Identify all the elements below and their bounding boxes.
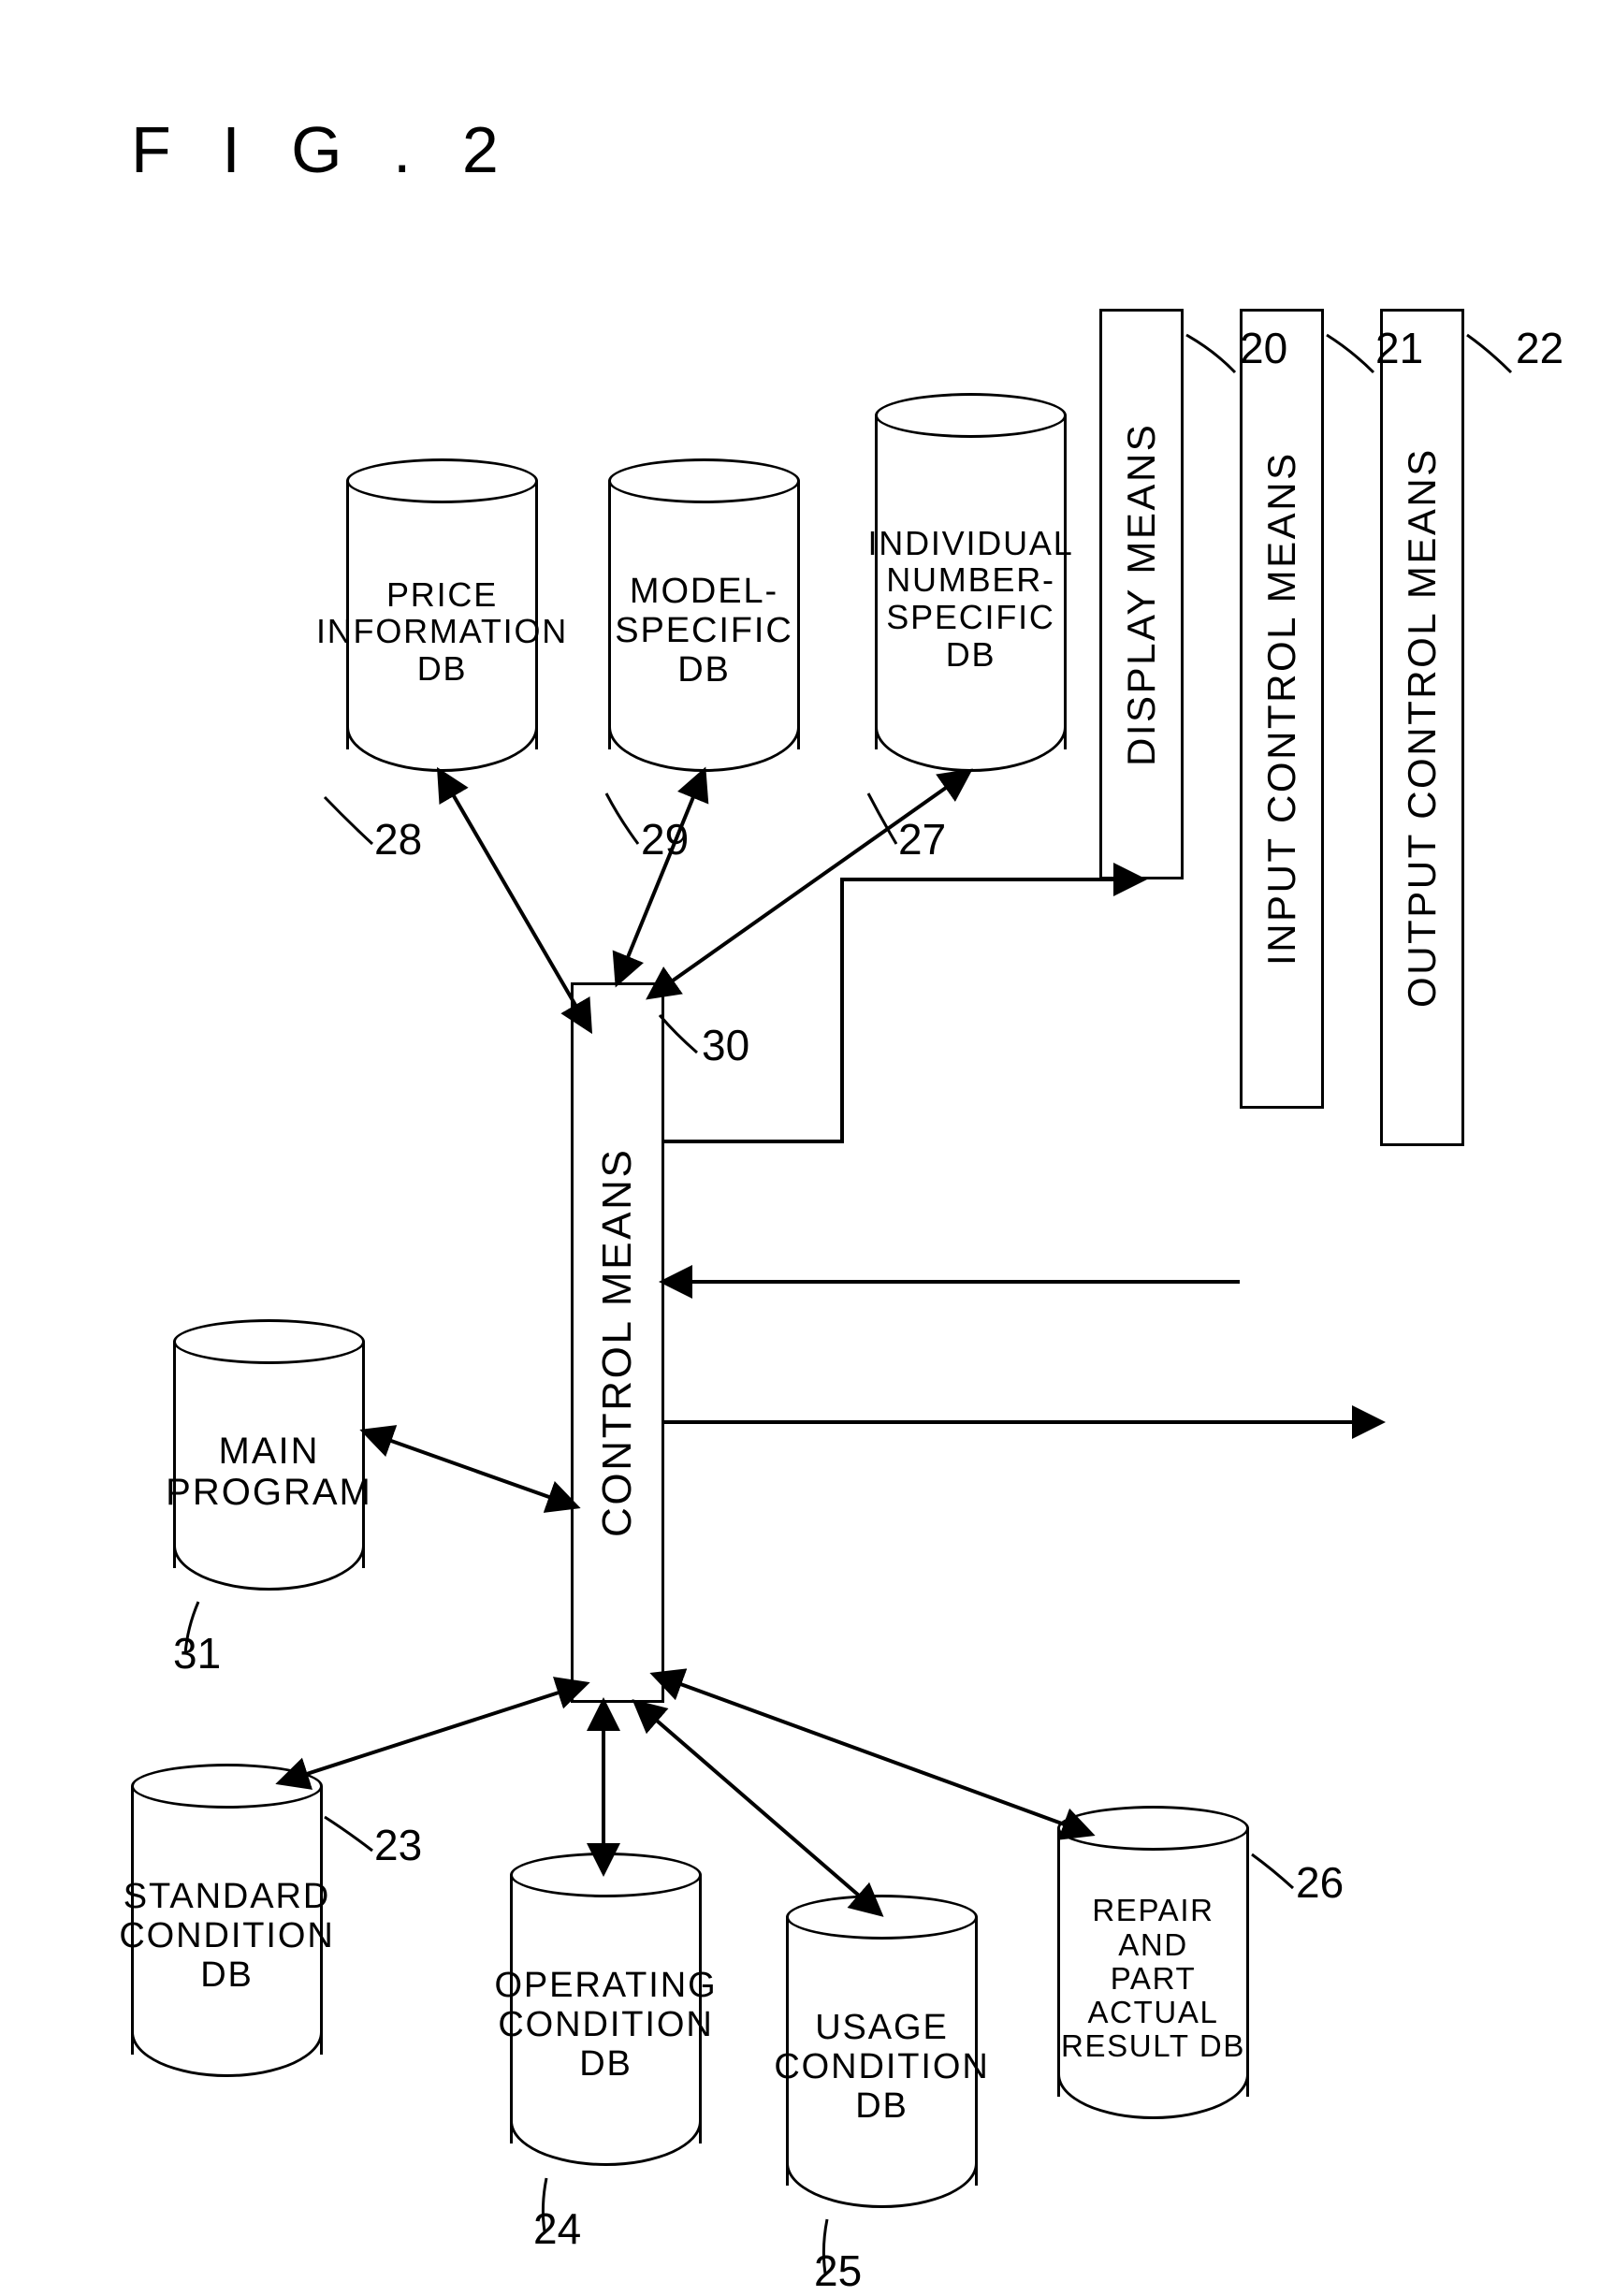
ref-30: 30 xyxy=(702,1020,749,1070)
individual-number-specific-db-label: INDIVIDUAL NUMBER- SPECIFIC DB xyxy=(867,525,1073,673)
output-control-means-box: OUTPUT CONTROL MEANS xyxy=(1380,309,1464,1146)
model-specific-db-label: MODEL- SPECIFIC DB xyxy=(615,573,792,690)
operating-condition-db-label: OPERATING CONDITION DB xyxy=(494,1967,717,2084)
ref-27: 27 xyxy=(898,814,946,865)
ref-31: 31 xyxy=(173,1628,221,1678)
price-information-db: PRICE INFORMATION DB xyxy=(346,458,538,772)
usage-condition-db-label: USAGE CONDITION DB xyxy=(774,2009,989,2126)
ref-24: 24 xyxy=(533,2203,581,2254)
repair-part-actual-result-db: REPAIR AND PART ACTUAL RESULT DB xyxy=(1057,1806,1249,2119)
repair-part-actual-result-db-label: REPAIR AND PART ACTUAL RESULT DB xyxy=(1057,1894,1249,2063)
display-means-box: DISPLAY MEANS xyxy=(1099,309,1184,879)
diagram-canvas: F I G . 2 CONTROL MEANS DISPLAY MEANS IN… xyxy=(0,0,1599,2285)
main-program-label: MAIN PROGRAM xyxy=(166,1431,372,1513)
ref-25: 25 xyxy=(814,2245,862,2296)
individual-number-specific-db: INDIVIDUAL NUMBER- SPECIFIC DB xyxy=(875,393,1067,772)
ref-28: 28 xyxy=(374,814,422,865)
operating-condition-db: OPERATING CONDITION DB xyxy=(510,1853,702,2166)
display-means-label: DISPLAY MEANS xyxy=(1119,422,1164,765)
ref-29: 29 xyxy=(641,814,689,865)
main-program: MAIN PROGRAM xyxy=(173,1319,365,1591)
output-control-means-label: OUTPUT CONTROL MEANS xyxy=(1400,447,1445,1008)
ref-23: 23 xyxy=(374,1820,422,1870)
standard-condition-db-label: STANDARD CONDITION DB xyxy=(119,1878,334,1995)
ref-21: 21 xyxy=(1375,323,1423,373)
standard-condition-db: STANDARD CONDITION DB xyxy=(131,1764,323,2077)
ref-20: 20 xyxy=(1240,323,1287,373)
model-specific-db: MODEL- SPECIFIC DB xyxy=(608,458,800,772)
control-means-box: CONTROL MEANS xyxy=(571,982,664,1703)
ref-22: 22 xyxy=(1516,323,1563,373)
ref-26: 26 xyxy=(1296,1857,1344,1908)
control-means-label: CONTROL MEANS xyxy=(594,1148,641,1538)
input-control-means-box: INPUT CONTROL MEANS xyxy=(1240,309,1324,1109)
figure-title: F I G . 2 xyxy=(131,112,515,187)
input-control-means-label: INPUT CONTROL MEANS xyxy=(1259,452,1304,966)
price-information-db-label: PRICE INFORMATION DB xyxy=(316,576,568,688)
usage-condition-db: USAGE CONDITION DB xyxy=(786,1895,978,2208)
